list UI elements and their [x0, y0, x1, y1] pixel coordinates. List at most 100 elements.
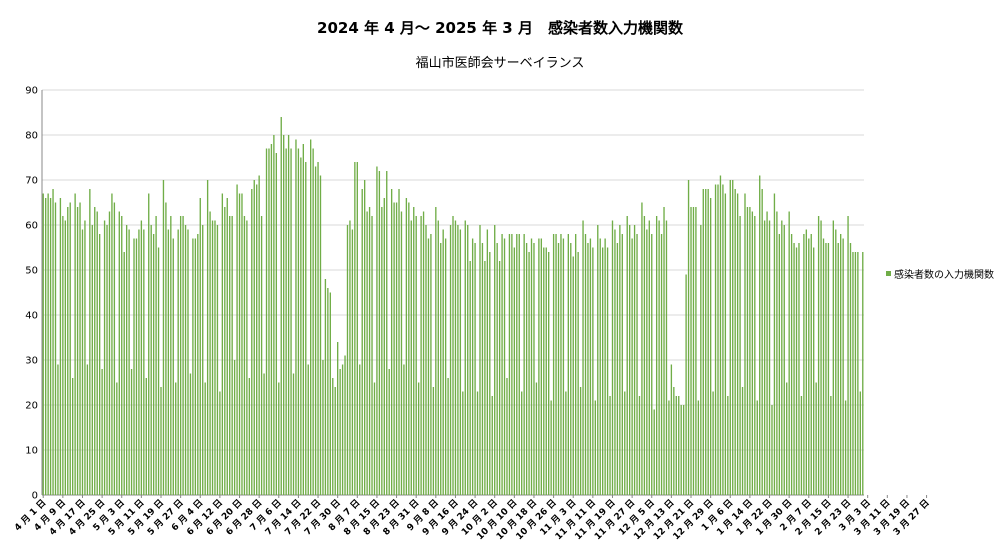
bar [238, 193, 241, 495]
bar [263, 373, 265, 495]
bar [175, 382, 177, 495]
bar [552, 234, 555, 495]
bar [474, 243, 476, 495]
bar [123, 252, 125, 495]
bar [74, 193, 76, 495]
bar [484, 261, 486, 495]
bar [378, 171, 381, 495]
bar [793, 243, 795, 495]
bar [138, 229, 140, 495]
bar [236, 184, 238, 495]
bar [636, 234, 638, 495]
bar [337, 342, 339, 495]
bar [692, 207, 695, 495]
bar [746, 207, 749, 495]
bar [349, 220, 351, 495]
bar [408, 202, 410, 495]
bar [280, 117, 282, 495]
bar [633, 225, 636, 495]
y-tick-label: 40 [25, 311, 38, 322]
bar [59, 198, 62, 495]
bar [268, 148, 270, 495]
bar [447, 378, 449, 495]
bar [187, 229, 189, 495]
bar [670, 364, 673, 495]
bar [697, 400, 700, 495]
y-tick-label: 30 [25, 356, 38, 367]
bar [619, 225, 621, 495]
bar [827, 243, 830, 495]
bar [118, 211, 120, 495]
bar [165, 202, 167, 495]
bar [813, 247, 815, 495]
bar [314, 166, 317, 495]
bar [332, 378, 334, 495]
bar [324, 279, 327, 495]
y-tick-label: 0 [32, 491, 38, 502]
bar [440, 243, 442, 495]
bar [42, 193, 44, 495]
bar [462, 391, 464, 495]
y-tick-label: 60 [25, 221, 38, 232]
bar [111, 193, 113, 495]
bar [307, 364, 309, 495]
bar [513, 247, 516, 495]
bar [395, 202, 398, 495]
bar [275, 153, 278, 495]
bar [729, 180, 731, 495]
bar [295, 139, 297, 495]
bar [751, 211, 754, 495]
bar [540, 238, 543, 495]
x-axis: 4 月 1 日4 月 9 日4 月 17 日4 月 25 日5 月 3 日5 月… [12, 495, 932, 542]
bar [192, 238, 194, 495]
bar [322, 360, 324, 495]
bar [550, 400, 552, 495]
bar [381, 207, 383, 495]
bar [584, 234, 587, 495]
bar [795, 247, 798, 495]
bar [344, 355, 346, 495]
bar [229, 216, 231, 495]
bar [145, 378, 147, 495]
bar [643, 216, 646, 495]
bar [206, 180, 209, 495]
legend-label: 感染者数の入力機関数 [894, 270, 994, 281]
bar [91, 225, 93, 495]
bar [815, 382, 817, 495]
bar [449, 225, 452, 495]
bar [160, 387, 162, 495]
bar [646, 229, 648, 495]
bar [606, 247, 609, 495]
bar [368, 207, 371, 495]
bar [54, 202, 57, 495]
bar [98, 234, 101, 495]
bar [427, 238, 430, 495]
bar [820, 220, 822, 495]
bar [717, 184, 719, 495]
bar [859, 391, 861, 495]
bar [555, 234, 557, 495]
bar [501, 234, 503, 495]
bar [224, 207, 226, 495]
bar [840, 234, 842, 495]
bar [260, 216, 263, 495]
bar [700, 225, 702, 495]
bar [317, 162, 319, 495]
bar [79, 202, 81, 495]
bar [300, 157, 302, 495]
bar [655, 216, 658, 495]
bar [641, 202, 643, 495]
bar [390, 189, 393, 495]
bar [771, 405, 773, 495]
bar [312, 148, 314, 495]
bar [690, 207, 692, 495]
bar [393, 202, 395, 495]
bar [94, 207, 96, 495]
bar [494, 225, 496, 495]
bar [476, 391, 479, 495]
bar [121, 216, 123, 495]
bar-series [42, 117, 864, 495]
bar [359, 364, 361, 495]
bar [386, 171, 388, 495]
bar [452, 216, 454, 495]
